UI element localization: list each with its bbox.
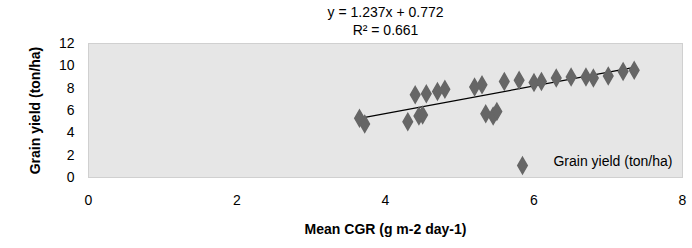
svg-text:4: 4 <box>67 124 75 140</box>
svg-text:0: 0 <box>85 192 93 208</box>
svg-text:6: 6 <box>530 192 538 208</box>
svg-text:Grain yield (ton/ha): Grain yield (ton/ha) <box>27 47 43 175</box>
svg-text:R² = 0.661: R² = 0.661 <box>353 22 419 38</box>
svg-text:Mean CGR (g m-2 day-1): Mean CGR (g m-2 day-1) <box>305 221 467 237</box>
svg-text:12: 12 <box>59 35 75 51</box>
svg-text:2: 2 <box>67 147 75 163</box>
svg-text:4: 4 <box>382 192 390 208</box>
svg-text:8: 8 <box>67 80 75 96</box>
svg-text:10: 10 <box>59 57 75 73</box>
svg-text:y = 1.237x + 0.772: y = 1.237x + 0.772 <box>328 4 444 20</box>
svg-text:2: 2 <box>233 192 241 208</box>
svg-text:6: 6 <box>67 102 75 118</box>
svg-text:0: 0 <box>67 169 75 185</box>
svg-text:Grain yield (ton/ha): Grain yield (ton/ha) <box>553 153 672 169</box>
svg-text:8: 8 <box>679 192 687 208</box>
